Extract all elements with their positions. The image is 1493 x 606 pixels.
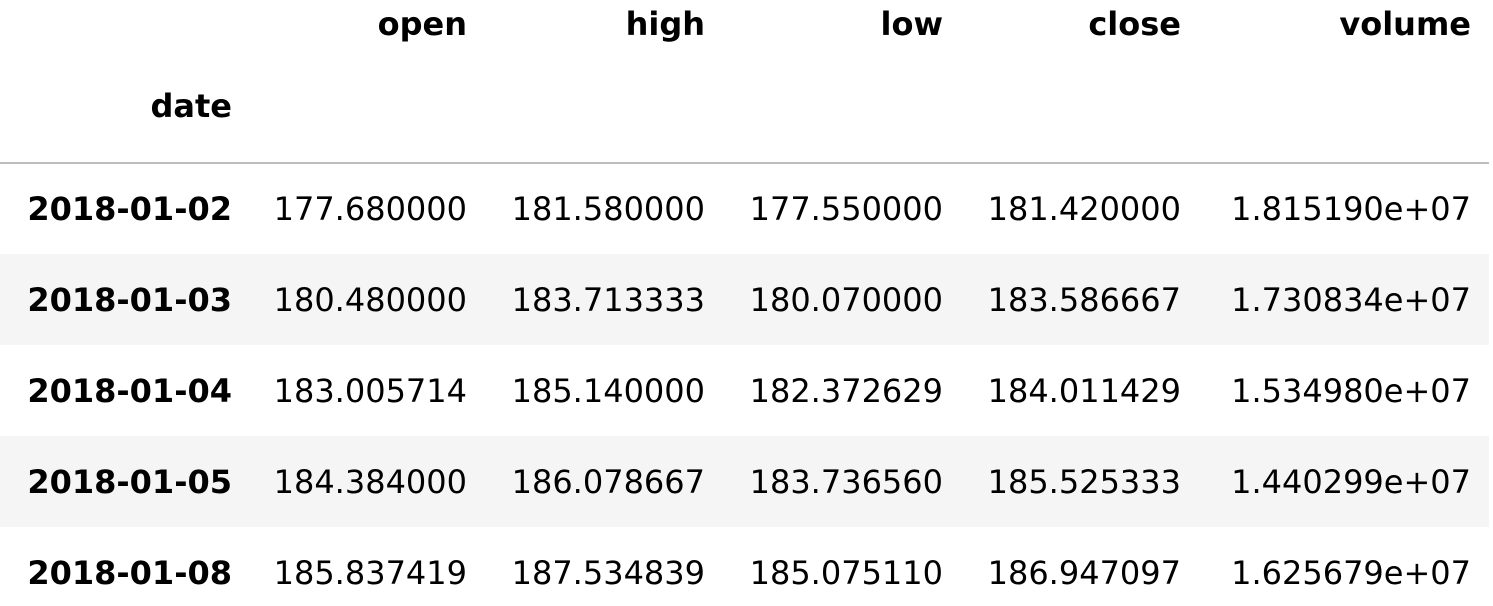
cell-volume: 1.440299e+07 [1231,462,1471,501]
cell-open: 184.384000 [273,462,467,501]
index-name-header: date [150,86,233,125]
column-header-low: low [880,5,943,43]
cell-high: 186.078667 [511,462,705,501]
cell-close: 181.420000 [987,190,1181,228]
index-header-row: date [0,55,1489,163]
table-row: 2018-01-03 180.480000 183.713333 180.070… [0,254,1489,345]
table-header: open high low close volume date [0,0,1489,163]
cell-open: 180.480000 [273,280,467,319]
row-index-date: 2018-01-03 [27,280,232,319]
row-index-date: 2018-01-08 [27,553,232,592]
table-row: 2018-01-04 183.005714 185.140000 182.372… [0,345,1489,436]
cell-close: 184.011429 [987,371,1181,410]
index-header-blank [250,55,485,163]
index-header-blank [1199,55,1489,163]
cell-high: 181.580000 [511,190,705,228]
column-header-close: close [1088,5,1181,43]
cell-volume: 1.625679e+07 [1231,553,1471,592]
row-index-date: 2018-01-02 [27,190,232,228]
cell-volume: 1.815190e+07 [1231,190,1471,228]
cell-low: 177.550000 [749,190,943,228]
cell-high: 185.140000 [511,371,705,410]
index-header-blank [961,55,1199,163]
cell-low: 180.070000 [749,280,943,319]
table-body: 2018-01-02 177.680000 181.580000 177.550… [0,163,1489,606]
cell-close: 185.525333 [987,462,1181,501]
cell-open: 177.680000 [273,190,467,228]
row-index-date: 2018-01-04 [27,371,232,410]
index-header-blank [485,55,723,163]
cell-volume: 1.730834e+07 [1231,280,1471,319]
column-header-high: high [625,5,705,43]
cell-volume: 1.534980e+07 [1231,371,1471,410]
header-corner [0,0,250,55]
cell-open: 183.005714 [273,371,467,410]
cell-close: 186.947097 [987,553,1181,592]
cell-low: 185.075110 [749,553,943,592]
cell-low: 182.372629 [749,371,943,410]
column-header-row: open high low close volume [0,0,1489,55]
row-index-date: 2018-01-05 [27,462,232,501]
table-row: 2018-01-05 184.384000 186.078667 183.736… [0,436,1489,527]
cell-high: 187.534839 [511,553,705,592]
index-header-blank [723,55,961,163]
table-row: 2018-01-02 177.680000 181.580000 177.550… [0,163,1489,254]
cell-close: 183.586667 [987,280,1181,319]
cell-open: 185.837419 [273,553,467,592]
table-row: 2018-01-08 185.837419 187.534839 185.075… [0,527,1489,606]
column-header-volume: volume [1339,5,1471,43]
column-header-open: open [377,5,467,43]
cell-high: 183.713333 [511,280,705,319]
cell-low: 183.736560 [749,462,943,501]
